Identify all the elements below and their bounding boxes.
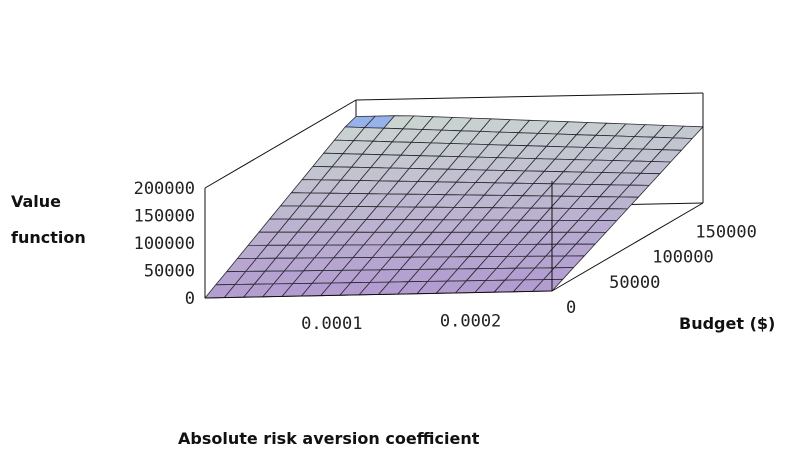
y-tick-label: 0 xyxy=(566,298,576,318)
box-edge-floor-right xyxy=(551,202,704,292)
z-axis-label-line-2: function xyxy=(11,228,86,247)
z-tick-label: 150000 xyxy=(134,207,195,227)
z-tick-label: 200000 xyxy=(134,179,195,199)
x-tick-label: 0.0001 xyxy=(301,314,362,334)
z-tick-label: 50000 xyxy=(144,262,195,282)
z-axis-label-line-1: Value xyxy=(11,192,61,211)
y-tick-label: 50000 xyxy=(609,273,660,293)
box-edge-top-left xyxy=(204,99,357,189)
box-edge-top-back xyxy=(355,92,704,101)
value-function-surface xyxy=(204,115,704,299)
y-axis-label: Budget ($) xyxy=(679,314,775,333)
plot-box-front xyxy=(204,93,704,299)
z-tick-label: 100000 xyxy=(134,234,195,254)
y-tick-label: 150000 xyxy=(695,223,756,243)
z-tick-label: 0 xyxy=(185,289,195,309)
y-tick-label: 100000 xyxy=(652,248,713,268)
x-axis-label: Absolute risk aversion coefficient xyxy=(178,429,480,448)
x-tick-label: 0.0002 xyxy=(440,311,501,331)
tick-labels: 0 50000 100000 150000 200000 0.0001 0.0002 0 500… xyxy=(134,179,757,334)
box-edge-floor-front xyxy=(204,290,553,299)
